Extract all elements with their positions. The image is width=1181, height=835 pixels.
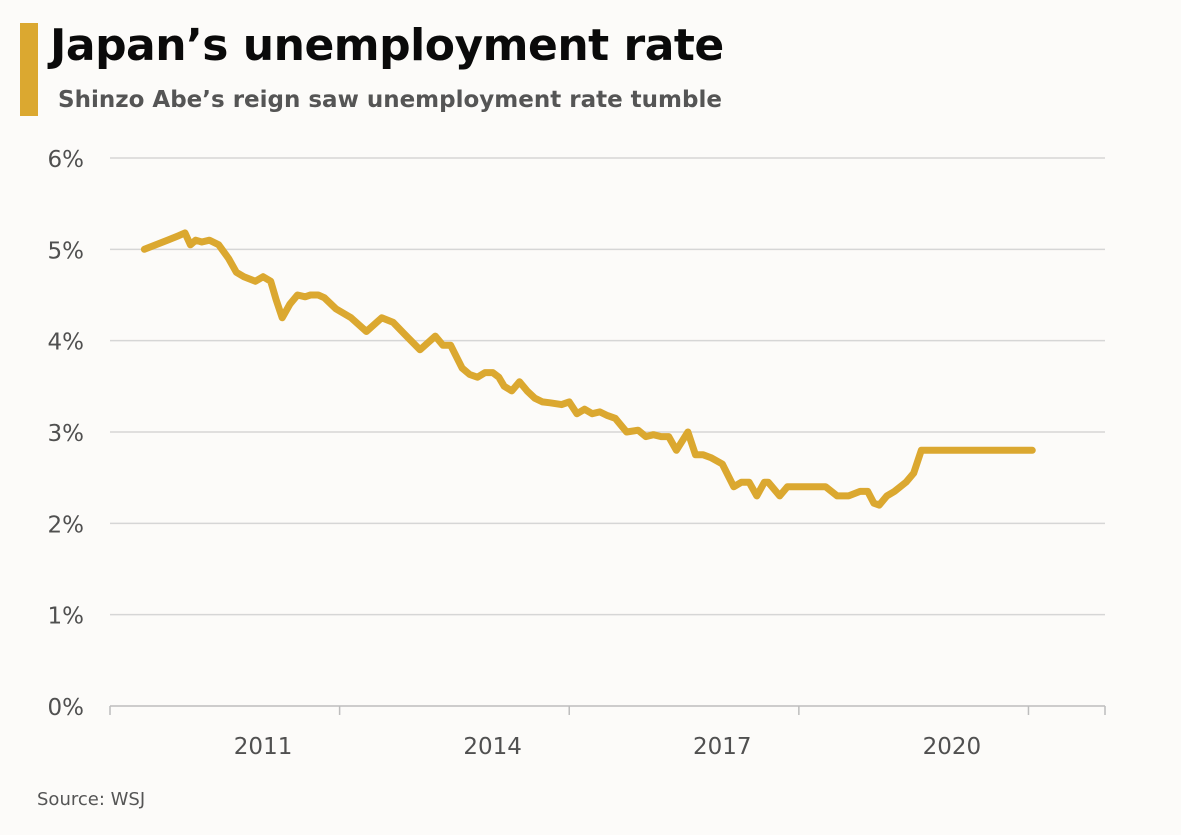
y-tick-label: 1% — [48, 604, 85, 630]
chart-subtitle: Shinzo Abe’s reign saw unemployment rate… — [58, 87, 722, 113]
x-axis — [109, 705, 1106, 715]
y-tick-label: 0% — [48, 695, 85, 721]
series-group — [140, 229, 1036, 509]
y-tick-label: 5% — [48, 238, 85, 264]
x-axis-labels: 2011 2014 2017 2020 — [234, 734, 981, 760]
y-tick-label: 4% — [48, 330, 85, 356]
x-tick-label: 2020 — [923, 734, 982, 760]
chart-title: Japan’s unemployment rate — [50, 20, 724, 71]
y-tick-label: 6% — [48, 147, 85, 173]
x-tick-label: 2011 — [234, 734, 293, 760]
gridlines — [110, 157, 1105, 616]
source-note: Source: WSJ — [37, 789, 146, 810]
y-axis-labels: 0% 1% 2% 3% 4% 5% 6% — [48, 147, 85, 721]
y-tick-label: 3% — [48, 421, 85, 447]
series-line — [140, 229, 1036, 509]
x-tick-label: 2017 — [693, 734, 752, 760]
x-tick-label: 2014 — [463, 734, 522, 760]
title-accent-bar — [20, 23, 38, 116]
y-tick-label: 2% — [48, 512, 85, 538]
